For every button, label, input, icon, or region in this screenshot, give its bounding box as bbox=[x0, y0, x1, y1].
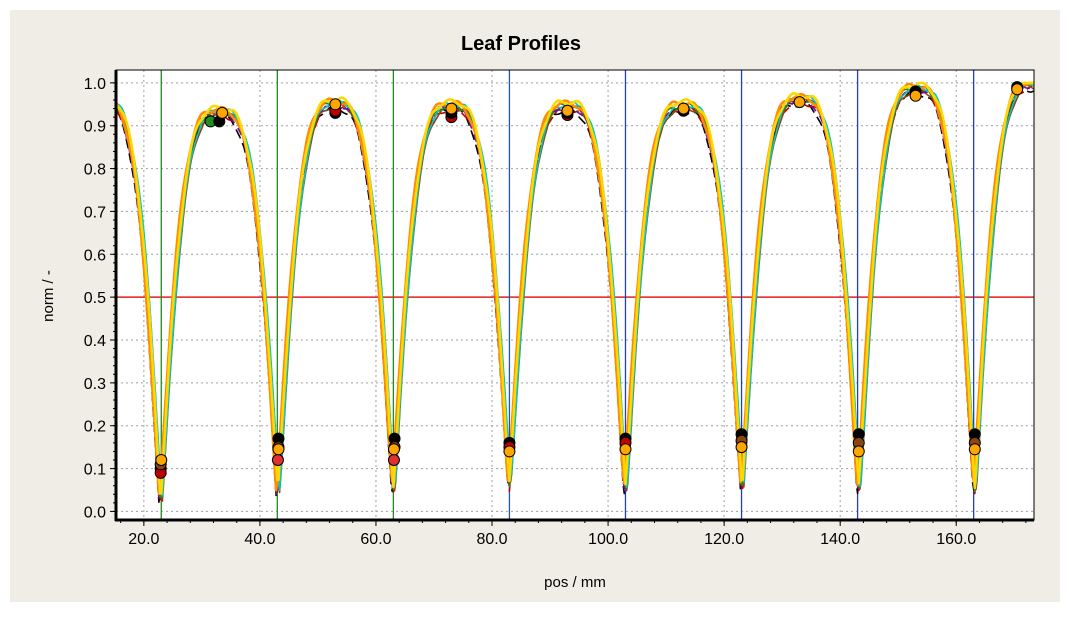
data-marker bbox=[677, 102, 690, 115]
data-marker bbox=[216, 106, 229, 119]
x-tick-label: 60.0 bbox=[360, 531, 391, 548]
plot-area: 0.0 0.1 0.2 0.3 0.4 0.5 0.6 0.7 0.8 0.9 1.0 20.0 40.… bbox=[84, 69, 1035, 548]
data-marker bbox=[445, 102, 458, 115]
x-tick-label: 160.0 bbox=[936, 531, 976, 548]
x-tick-label: 140.0 bbox=[820, 531, 860, 548]
data-marker bbox=[271, 454, 284, 466]
data-marker bbox=[503, 445, 516, 458]
y-axis-label: norm / - bbox=[40, 270, 57, 322]
y-tick-label: 0.6 bbox=[84, 247, 106, 264]
y-tick-label: 0.8 bbox=[84, 162, 106, 179]
data-marker bbox=[735, 441, 748, 454]
data-marker bbox=[561, 104, 574, 117]
y-tick-label: 0.4 bbox=[84, 333, 106, 350]
x-tick-label: 120.0 bbox=[704, 531, 744, 548]
x-tick-label: 20.0 bbox=[128, 531, 159, 548]
x-axis-label: pos / mm bbox=[544, 574, 606, 591]
plot-background bbox=[116, 70, 1034, 520]
data-marker bbox=[272, 443, 285, 456]
y-tick-label: 0.0 bbox=[84, 504, 106, 521]
data-marker bbox=[619, 443, 632, 456]
chart-panel: Leaf Profiles pos / mm norm / - 0.0 0.1 0.… bbox=[10, 10, 1060, 602]
chart-title: Leaf Profiles bbox=[461, 33, 581, 55]
data-marker bbox=[329, 98, 342, 111]
data-marker bbox=[155, 454, 168, 466]
data-marker bbox=[852, 445, 865, 458]
data-marker bbox=[1011, 83, 1024, 96]
y-tick-label: 0.9 bbox=[84, 119, 106, 136]
x-tick-label: 40.0 bbox=[244, 531, 275, 548]
y-tick-label: 0.7 bbox=[84, 204, 106, 221]
y-tick-label: 0.5 bbox=[84, 290, 106, 307]
data-marker bbox=[387, 454, 400, 466]
x-tick-label: 100.0 bbox=[588, 531, 628, 548]
data-marker bbox=[793, 96, 806, 109]
data-marker bbox=[968, 443, 981, 456]
x-tick-label: 80.0 bbox=[476, 531, 507, 548]
profile-curve bbox=[114, 81, 1035, 495]
y-tick-label: 0.1 bbox=[84, 462, 106, 479]
data-marker bbox=[909, 89, 922, 102]
data-marker bbox=[387, 443, 400, 456]
y-tick-label: 1.0 bbox=[84, 76, 106, 93]
leaf-profiles-chart: Leaf Profiles pos / mm norm / - 0.00.10.… bbox=[40, 33, 1035, 591]
y-tick-label: 0.2 bbox=[84, 419, 106, 436]
y-tick-label: 0.3 bbox=[84, 376, 106, 393]
